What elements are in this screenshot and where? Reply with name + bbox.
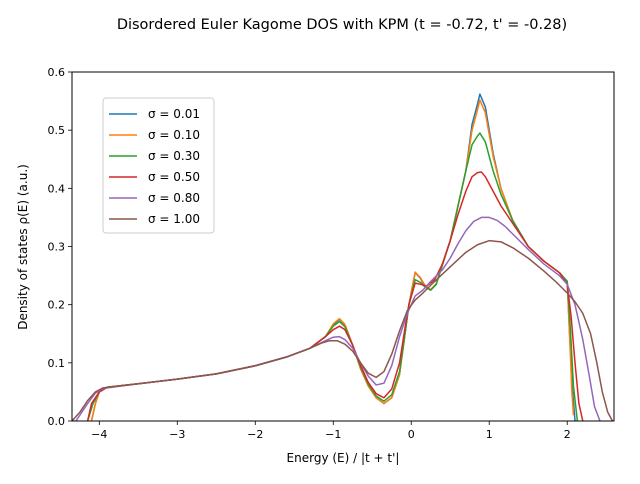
y-tick-label: 0.0 [48, 415, 66, 428]
y-tick-label: 0.4 [48, 182, 66, 195]
chart-title: Disordered Euler Kagome DOS with KPM (t … [117, 17, 567, 33]
legend-label-2: σ = 0.10 [148, 128, 200, 142]
x-axis-label: Energy (E) / |t + t'| [287, 451, 400, 465]
x-tick-label: −4 [91, 428, 107, 441]
x-tick-label: 0 [408, 428, 415, 441]
x-tick-label: 2 [564, 428, 571, 441]
legend-label-6: σ = 1.00 [148, 212, 200, 226]
x-tick-label: 1 [486, 428, 493, 441]
y-tick-label: 0.5 [48, 124, 66, 137]
x-axis: −4 −3 −2 −1 0 1 2 [91, 421, 571, 441]
y-axis-label: Density of states ρ(E) (a.u.) [16, 164, 30, 330]
y-tick-label: 0.1 [48, 357, 66, 370]
legend-frame [102, 97, 215, 234]
y-axis: 0.0 0.1 0.2 0.3 0.4 0.5 0.6 [48, 66, 72, 428]
series-layer [72, 93, 614, 421]
legend-label-1: σ = 0.01 [148, 107, 200, 121]
legend: σ = 0.01 σ = 0.10 σ = 0.30 σ = 0.50 σ = 0.80… [102, 97, 215, 234]
y-tick-label: 0.3 [48, 241, 66, 254]
x-tick-label: −2 [247, 428, 263, 441]
legend-label-4: σ = 0.50 [148, 170, 200, 184]
legend-label-5: σ = 0.80 [148, 191, 200, 205]
y-tick-label: 0.6 [48, 66, 66, 79]
series-line-6 [72, 239, 614, 421]
x-tick-label: −3 [169, 428, 185, 441]
legend-label-3: σ = 0.30 [148, 149, 200, 163]
y-tick-label: 0.2 [48, 299, 66, 312]
x-tick-label: −1 [325, 428, 341, 441]
